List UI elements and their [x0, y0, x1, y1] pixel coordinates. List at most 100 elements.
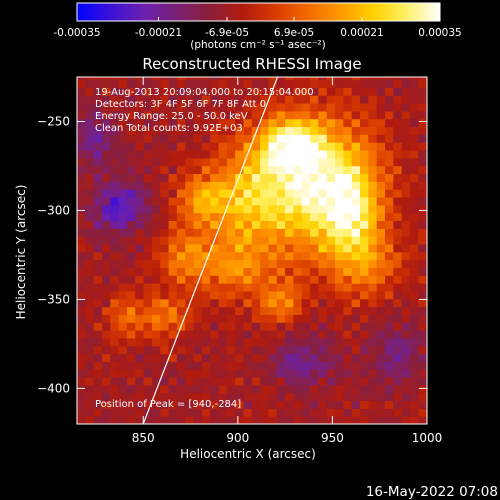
heatmap-cell — [268, 181, 278, 190]
heatmap-cell — [260, 134, 270, 143]
heatmap-cell — [301, 212, 311, 222]
heatmap-cell — [243, 243, 253, 253]
heatmap-cell — [251, 361, 261, 370]
heatmap-cell — [251, 290, 261, 300]
heatmap-cell — [368, 149, 378, 159]
heatmap-cell — [301, 330, 311, 339]
heatmap-cell — [376, 330, 386, 339]
heatmap-cell — [335, 267, 344, 276]
heatmap-cell — [185, 345, 195, 355]
heatmap-cell — [85, 392, 95, 402]
heatmap-cell — [343, 102, 353, 112]
heatmap-cell — [368, 283, 378, 292]
heatmap-cell — [85, 189, 95, 198]
heatmap-cell — [93, 110, 103, 120]
heatmap-cell — [251, 220, 261, 229]
heatmap-cell — [110, 142, 120, 151]
heatmap-cell — [160, 392, 170, 402]
heatmap-cell — [310, 259, 320, 269]
heatmap-cell — [351, 102, 361, 112]
heatmap-cell — [118, 392, 128, 402]
heatmap-cell — [168, 384, 178, 394]
heatmap-cell — [201, 330, 211, 339]
heatmap-cell — [185, 181, 195, 190]
heatmap-cell — [135, 353, 145, 362]
heatmap-cell — [335, 189, 344, 198]
heatmap-cell — [335, 392, 344, 402]
heatmap-cell — [243, 79, 253, 88]
heatmap-cell — [135, 236, 145, 245]
heatmap-cell — [151, 212, 161, 222]
heatmap-cell — [401, 283, 411, 292]
colorbar-tick-label: 0.00021 — [340, 27, 383, 39]
heatmap-cell — [343, 369, 353, 378]
heatmap-cell — [176, 196, 186, 206]
footer-timestamp: 16-May-2022 07:08 — [366, 484, 498, 500]
heatmap-cell — [285, 204, 295, 214]
heatmap-cell — [110, 243, 120, 253]
heatmap-cell — [326, 149, 336, 159]
heatmap-cell — [110, 189, 120, 198]
heatmap-cell — [418, 102, 427, 112]
heatmap-cell — [126, 267, 136, 276]
heatmap-cell — [85, 345, 95, 355]
heatmap-cell — [401, 306, 411, 315]
heatmap-cell — [360, 377, 369, 386]
heatmap-cell — [276, 337, 286, 347]
heatmap-cell — [268, 165, 278, 175]
heatmap-cell — [351, 126, 361, 135]
heatmap-cell — [360, 408, 369, 417]
heatmap-cell — [135, 392, 145, 402]
heatmap-cell — [285, 126, 295, 135]
heatmap-cell — [326, 196, 336, 206]
heatmap-cell — [360, 126, 369, 135]
heatmap-cell — [118, 337, 128, 347]
heatmap-cell — [235, 173, 245, 182]
heatmap-cell — [185, 165, 195, 175]
heatmap-cell — [135, 290, 145, 300]
heatmap-cell — [293, 408, 303, 417]
heatmap-cell — [335, 181, 344, 190]
heatmap-cell — [151, 228, 161, 237]
heatmap-cell — [135, 134, 145, 143]
heatmap-cell — [401, 165, 411, 175]
heatmap-cell — [93, 353, 103, 362]
heatmap-cell — [210, 181, 220, 190]
heatmap-cell — [151, 283, 161, 292]
heatmap-cell — [326, 275, 336, 284]
heatmap-cell — [335, 361, 344, 370]
heatmap-cell — [409, 384, 419, 394]
heatmap-cell — [93, 337, 103, 347]
y-axis-ticks: −250−300−350−400 — [37, 114, 427, 395]
heatmap-cell — [218, 102, 228, 112]
heatmap-cell — [268, 196, 278, 206]
heatmap-cell — [226, 251, 236, 261]
heatmap-cell — [210, 384, 220, 394]
heatmap-cell — [293, 142, 303, 151]
heatmap-cell — [293, 220, 303, 229]
heatmap-cell — [118, 369, 128, 378]
heatmap-cell — [368, 408, 378, 417]
heatmap-cell — [276, 377, 286, 386]
heatmap-cell — [401, 400, 411, 409]
heatmap-cell — [151, 118, 161, 128]
heatmap-cell — [93, 95, 103, 104]
heatmap-cell — [285, 110, 295, 120]
heatmap-cell — [143, 361, 153, 370]
heatmap-cell — [335, 79, 344, 88]
heatmap-cell — [93, 236, 103, 245]
heatmap-cell — [260, 87, 270, 96]
heatmap-cell — [201, 377, 211, 386]
heatmap-cell — [193, 79, 203, 88]
heatmap-cell — [193, 95, 203, 104]
heatmap-cell — [310, 236, 320, 245]
heatmap-cell — [135, 79, 145, 88]
heatmap-cell — [210, 102, 220, 112]
heatmap-cell — [326, 142, 336, 151]
heatmap-cell — [226, 400, 236, 409]
heatmap-cell — [318, 196, 328, 206]
heatmap-cell — [235, 79, 245, 88]
heatmap-cell — [251, 110, 261, 120]
heatmap-cell — [343, 259, 353, 269]
heatmap-cell — [151, 243, 161, 253]
